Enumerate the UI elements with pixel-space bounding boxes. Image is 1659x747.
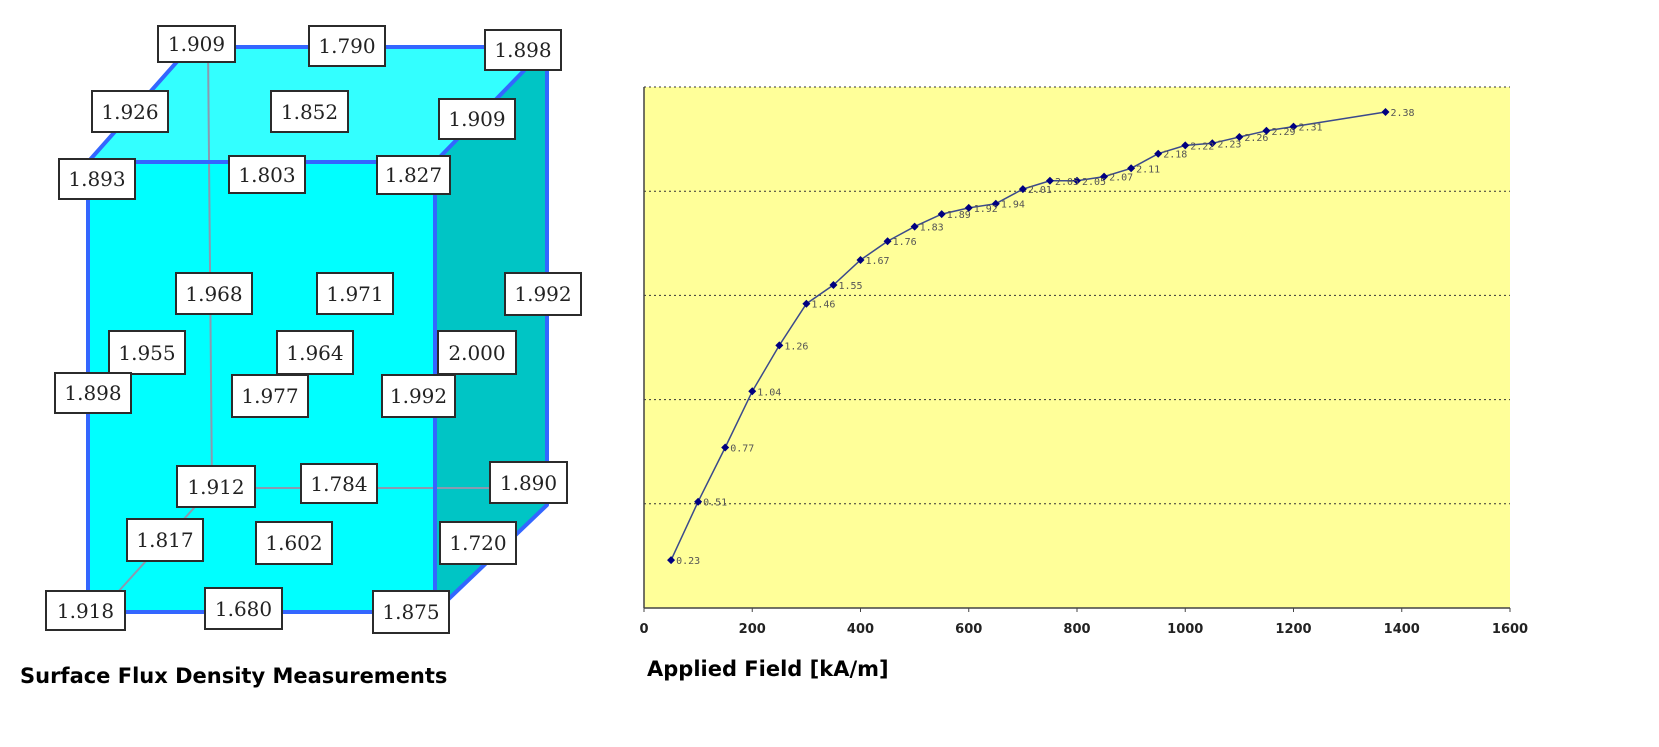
x-tick-label-1: 200 xyxy=(739,622,766,637)
flux-label-top-center: 1.852 xyxy=(270,90,349,133)
x-tick-label-4: 800 xyxy=(1063,622,1090,637)
data-point-14 xyxy=(1045,176,1054,185)
data-label-2: 0.77 xyxy=(730,444,754,455)
data-label-0: 0.23 xyxy=(676,556,700,567)
flux-label-mid-back-mid: 1.971 xyxy=(316,272,394,315)
x-axis-title: Applied Field [kA/m] xyxy=(647,657,889,681)
gridlines xyxy=(644,86,1510,505)
data-label-9: 1.83 xyxy=(920,223,944,234)
data-label-22: 2.29 xyxy=(1271,127,1295,138)
data-point-21 xyxy=(1235,133,1244,142)
data-point-0 xyxy=(667,556,676,565)
data-label-6: 1.55 xyxy=(838,281,862,292)
data-point-19 xyxy=(1181,141,1190,150)
data-point-3 xyxy=(748,387,757,396)
data-point-9 xyxy=(910,222,919,231)
flux-label-bot-left: 1.817 xyxy=(126,518,204,562)
data-point-10 xyxy=(937,210,946,219)
flux-label-mid-center: 1.964 xyxy=(276,330,354,375)
data-label-12: 1.94 xyxy=(1001,200,1025,211)
data-labels: 0.23 0.51 0.77 1.04 1.26 1.461.55 1.671.761.83… xyxy=(676,108,1415,567)
flux-label-mid-front-right: 1.992 xyxy=(381,374,456,418)
data-point-7 xyxy=(856,255,865,264)
data-label-18: 2.18 xyxy=(1163,150,1187,161)
data-label-23: 2.31 xyxy=(1299,123,1323,134)
flux-label-top-back-mid: 1.790 xyxy=(308,25,386,67)
data-point-6 xyxy=(829,280,838,289)
data-point-8 xyxy=(883,237,892,246)
flux-label-bot-right: 1.720 xyxy=(439,521,517,565)
data-label-4: 1.26 xyxy=(784,341,808,352)
flux-label-top-back-left: 1.909 xyxy=(157,25,236,63)
data-point-1 xyxy=(694,497,703,506)
data-points xyxy=(667,108,1390,565)
chart-panel: 00.511.522.5 020040060080010001200140016… xyxy=(640,0,1659,747)
x-tick-label-8: 1600 xyxy=(1492,622,1528,637)
data-point-20 xyxy=(1208,139,1217,148)
flux-label-bot-back-mid: 1.784 xyxy=(300,463,378,504)
x-tick-label-2: 400 xyxy=(847,622,874,637)
x-tick-label-7: 1400 xyxy=(1384,622,1420,637)
flux-label-top-front-right: 1.827 xyxy=(376,155,451,195)
data-point-15 xyxy=(1073,176,1081,185)
flux-label-mid-front-left: 1.898 xyxy=(54,372,132,414)
data-label-10: 1.89 xyxy=(947,210,971,221)
flux-label-mid-left: 1.955 xyxy=(108,330,186,375)
x-tick-label-5: 1000 xyxy=(1167,622,1203,637)
data-point-2 xyxy=(721,443,730,452)
cube-panel: 1.909 1.790 1.898 1.926 1.852 1.909 1.89… xyxy=(0,0,640,747)
data-label-16: 2.07 xyxy=(1109,173,1133,184)
data-point-5 xyxy=(802,299,811,308)
flux-label-top-front-mid: 1.803 xyxy=(228,155,306,194)
cube-caption: Surface Flux Density Measurements xyxy=(20,664,448,688)
data-point-18 xyxy=(1154,149,1163,158)
data-label-8: 1.76 xyxy=(893,237,917,248)
flux-label-mid-front-mid: 1.977 xyxy=(231,374,309,418)
data-label-17: 2.11 xyxy=(1136,164,1160,175)
data-label-15: 2.05 xyxy=(1082,177,1106,188)
data-label-5: 1.46 xyxy=(811,300,835,311)
data-point-24 xyxy=(1381,108,1390,117)
data-point-11 xyxy=(964,203,973,212)
data-label-20: 2.23 xyxy=(1217,139,1241,150)
data-point-13 xyxy=(1018,185,1027,194)
data-point-22 xyxy=(1262,126,1271,135)
flux-label-bot-front-left: 1.918 xyxy=(45,590,126,631)
data-label-11: 1.92 xyxy=(974,204,998,215)
x-tick-label-3: 600 xyxy=(955,622,982,637)
data-label-1: 0.51 xyxy=(703,498,727,509)
bh-curve-chart: 00.511.522.5 020040060080010001200140016… xyxy=(640,86,1528,637)
data-point-12 xyxy=(991,199,1000,208)
x-axis-tick-labels: 0 200 400 600 800 1000 1200 1400 1600 xyxy=(640,608,1528,637)
flux-label-bot-back-left: 1.912 xyxy=(176,465,256,508)
flux-label-bot-front-mid: 1.680 xyxy=(204,587,283,630)
flux-label-mid-back-right: 1.992 xyxy=(504,272,582,316)
data-label-21: 2.26 xyxy=(1244,133,1268,144)
flux-label-bot-center: 1.602 xyxy=(255,521,333,565)
flux-label-mid-right: 2.000 xyxy=(437,330,517,375)
flux-label-mid-back-left: 1.968 xyxy=(175,272,253,315)
data-point-23 xyxy=(1289,122,1298,131)
data-label-3: 1.04 xyxy=(757,387,781,398)
data-label-19: 2.22 xyxy=(1190,141,1214,152)
data-label-7: 1.67 xyxy=(866,256,890,267)
flux-label-top-left: 1.926 xyxy=(91,90,169,133)
data-point-16 xyxy=(1100,172,1109,181)
flux-label-top-front-left: 1.893 xyxy=(58,158,136,200)
data-point-17 xyxy=(1127,164,1136,173)
plot-area-background xyxy=(644,87,1510,608)
flux-label-top-back-right: 1.898 xyxy=(484,29,562,71)
flux-label-top-right: 1.909 xyxy=(438,98,516,140)
data-label-13: 2.01 xyxy=(1028,185,1052,196)
data-label-14: 2.05 xyxy=(1055,177,1079,188)
flux-label-bot-back-right: 1.890 xyxy=(489,461,568,504)
data-label-24: 2.38 xyxy=(1391,108,1415,119)
flux-label-bot-front-right: 1.875 xyxy=(372,590,450,634)
x-tick-label-6: 1200 xyxy=(1275,622,1311,637)
data-point-4 xyxy=(775,341,784,350)
x-tick-label-0: 0 xyxy=(640,622,649,637)
